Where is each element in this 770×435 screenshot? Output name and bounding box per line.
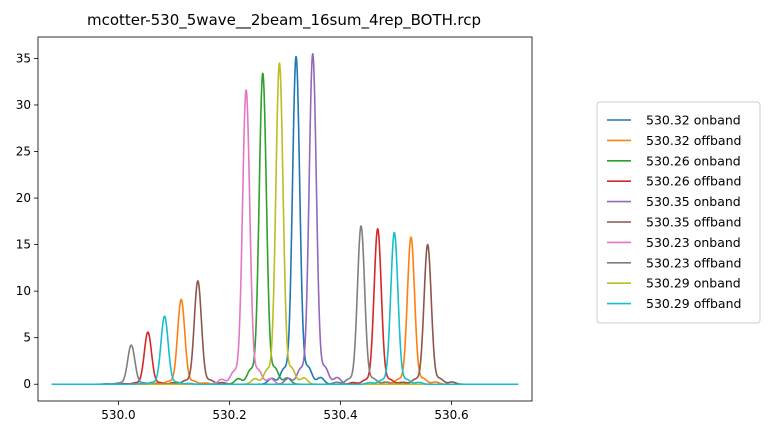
chart-title: mcotter-530_5wave__2beam_16sum_4rep_BOTH… (87, 11, 481, 30)
legend-entry-label: 530.26 offband (646, 174, 741, 189)
y-tick-label: 20 (16, 191, 31, 205)
legend-entry-label: 530.32 offband (646, 133, 741, 148)
legend-entry-label: 530.35 onband (646, 194, 741, 209)
plot-frame (37, 36, 533, 402)
y-tick-label: 30 (16, 98, 31, 112)
x-tick-label: 530.0 (101, 408, 135, 422)
plot-area (51, 53, 519, 386)
y-tick-label: 35 (16, 51, 31, 65)
y-tick-label: 5 (23, 331, 31, 345)
legend-entry-label: 530.29 offband (646, 296, 741, 311)
x-tick-label: 530.6 (434, 408, 468, 422)
series-layer (51, 53, 519, 386)
series-line-10 (51, 231, 519, 386)
legend-entry-label: 530.23 offband (646, 255, 741, 270)
legend: 530.32 onband 530.32 offband 530.26 onband… (596, 101, 761, 324)
legend-entry-label: 530.29 onband (646, 276, 741, 291)
y-axis: 0 5 10 15 20 25 30 35 (16, 51, 38, 391)
y-tick-label: 0 (23, 377, 31, 391)
y-tick-label: 10 (16, 284, 31, 298)
y-tick-label: 25 (16, 145, 31, 159)
legend-entry-label: 530.35 offband (646, 215, 741, 230)
legend-entry-label: 530.32 onband (646, 113, 741, 128)
legend-frame (596, 101, 761, 324)
legend-entry-label: 530.23 onband (646, 235, 741, 250)
x-axis: 530.0 530.2 530.4 530.6 (101, 401, 469, 422)
y-tick-label: 15 (16, 238, 31, 252)
x-tick-label: 530.4 (323, 408, 357, 422)
legend-entry-label: 530.26 onband (646, 153, 741, 168)
x-tick-label: 530.2 (212, 408, 246, 422)
